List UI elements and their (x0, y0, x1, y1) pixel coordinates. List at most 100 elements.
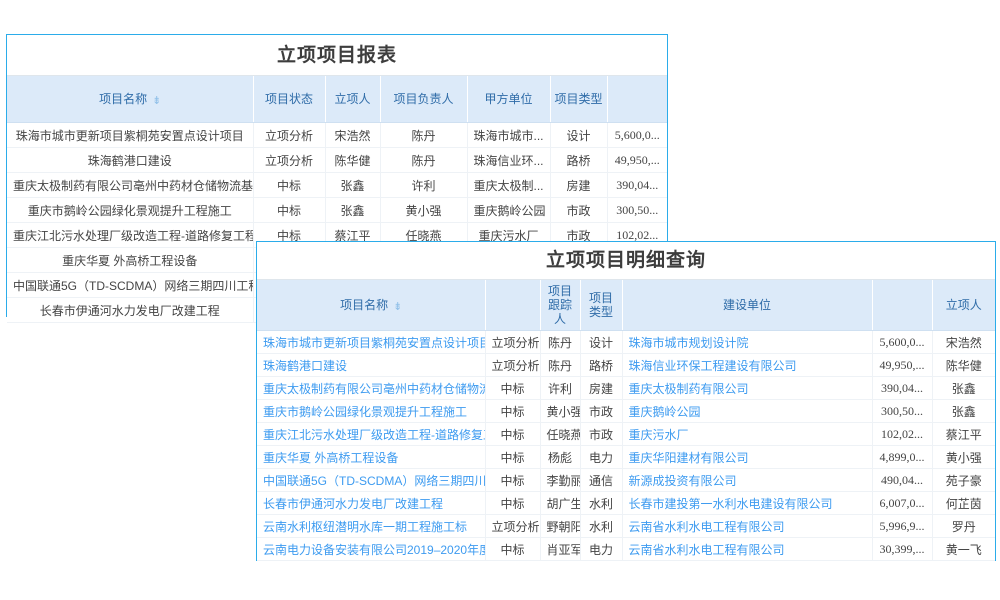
cell-project-type: 电力 (580, 537, 623, 561)
cell-build-unit: 重庆污水厂 (622, 422, 873, 446)
column-header-project-status[interactable] (485, 280, 541, 331)
cell-project-status: 立项分析 (485, 353, 541, 377)
cell-project-manager: 许利 (380, 172, 468, 198)
cell-project-type: 通信 (580, 468, 623, 492)
detail-panel-title: 立项项目明细查询 (257, 242, 995, 280)
cell-proposer: 张鑫 (325, 172, 381, 198)
cell-project-name: 云南水利枢纽潜明水库一期工程施工标 (257, 514, 486, 538)
cell-amount: 490,04... (872, 468, 933, 492)
cell-proposer: 黄一飞 (932, 537, 995, 561)
cell-amount: 5,996,9... (872, 514, 933, 538)
cell-build-unit: 珠海信业环保工程建设有限公司 (622, 353, 873, 377)
cell-project-status: 中标 (485, 376, 541, 400)
table-row[interactable]: 珠海鹤港口建设 立项分析 陈华健 陈丹 珠海信业环... 路桥 49,950,... (7, 147, 667, 173)
detail-table: 项目名称 ⇟ 项目跟踪人 项目类型 建设单位 (257, 280, 995, 561)
column-header-project-manager[interactable]: 项目负责人 (380, 76, 468, 123)
table-row[interactable]: 重庆华夏 外高桥工程设备 中标 杨彪 电力 重庆华阳建材有限公司 4,899,0... 黄小… (257, 445, 995, 469)
cell-project-name: 珠海鹤港口建设 (7, 147, 254, 173)
cell-project-status: 中标 (485, 537, 541, 561)
column-header-build-unit-label: 建设单位 (722, 298, 771, 312)
cell-amount: 5,600,0... (872, 330, 933, 354)
column-header-proposer[interactable]: 立项人 (325, 76, 381, 123)
cell-project-name: 重庆太极制药有限公司亳州中药材仓储物流基地 (257, 376, 486, 400)
table-row[interactable]: 长春市伊通河水力发电厂改建工程 中标 胡广生 水利 长春市建投第一水利水电建设有限公司 6… (257, 491, 995, 515)
column-header-amount[interactable] (607, 76, 667, 123)
cell-project-tracker: 杨彪 (540, 445, 581, 469)
column-header-project-tracker[interactable]: 项目跟踪人 (540, 280, 581, 331)
cell-project-name: 重庆华夏 外高桥工程设备 (257, 445, 486, 469)
cell-amount: 102,02... (872, 422, 933, 446)
cell-amount: 6,007,0... (872, 491, 933, 515)
cell-project-name: 重庆市鹅岭公园绿化景观提升工程施工 (257, 399, 486, 423)
cell-project-status: 中标 (485, 468, 541, 492)
cell-project-name: 重庆太极制药有限公司亳州中药材仓储物流基地 (7, 172, 254, 198)
column-header-project-tracker-label: 项目跟踪人 (547, 284, 572, 326)
table-row[interactable]: 云南水利枢纽潜明水库一期工程施工标 立项分析 野朝阳 水利 云南省水利水电工程有限公司 5… (257, 514, 995, 538)
column-header-build-unit[interactable]: 建设单位 (622, 280, 873, 331)
table-row[interactable]: 珠海市城市更新项目紫桐苑安置点设计项目 立项分析 宋浩然 陈丹 珠海市城市... 设计 5,… (7, 122, 667, 148)
cell-project-name: 云南电力设备安装有限公司2019–2020年度劳务 (257, 537, 486, 561)
column-header-project-name-label: 项目名称 ⇟ (99, 92, 161, 107)
cell-proposer: 陈华健 (932, 353, 995, 377)
table-row[interactable]: 重庆太极制药有限公司亳州中药材仓储物流基地 中标 张鑫 许利 重庆太极制... 房建 390… (7, 172, 667, 198)
cell-project-tracker: 胡广生 (540, 491, 581, 515)
column-header-proposer-label: 立项人 (334, 92, 371, 106)
column-header-client-unit-label: 甲方单位 (484, 92, 533, 106)
cell-project-name: 中国联通5G（TD-SCDMA）网络三期四川工程 (7, 272, 254, 298)
cell-project-type: 市政 (580, 422, 623, 446)
column-header-client-unit[interactable]: 甲方单位 (467, 76, 551, 123)
cell-project-type: 设计 (580, 330, 623, 354)
table-row[interactable]: 重庆市鹅岭公园绿化景观提升工程施工 中标 黄小强 市政 重庆鹅岭公园 300,50... 张… (257, 399, 995, 423)
column-header-project-type[interactable]: 项目类型 (550, 76, 608, 123)
cell-proposer: 张鑫 (932, 376, 995, 400)
column-header-project-type-label: 项目类型 (588, 291, 613, 319)
column-header-proposer-label: 立项人 (945, 298, 982, 312)
cell-build-unit: 重庆鹅岭公园 (622, 399, 873, 423)
table-row[interactable]: 中国联通5G（TD-SCDMA）网络三期四川工程中标李勤丽通信新源成投资有限公司… (257, 468, 995, 492)
cell-project-type: 水利 (580, 514, 623, 538)
cell-project-tracker: 黄小强 (540, 399, 581, 423)
cell-project-tracker: 陈丹 (540, 353, 581, 377)
sort-filter-icon[interactable]: ⇟ (393, 301, 402, 313)
sort-filter-icon[interactable]: ⇟ (152, 95, 161, 107)
column-header-proposer[interactable]: 立项人 (932, 280, 995, 331)
cell-client-unit: 重庆太极制... (467, 172, 551, 198)
cell-build-unit: 长春市建投第一水利水电建设有限公司 (622, 491, 873, 515)
cell-project-name: 重庆江北污水处理厂级改造工程-道路修复工程 (7, 222, 254, 248)
cell-project-name: 长春市伊通河水力发电厂改建工程 (257, 491, 486, 515)
table-row[interactable]: 重庆江北污水处理厂级改造工程-道路修复工程 中标 蔡江平 任晓燕 重庆污水厂 市政 102,… (7, 222, 667, 248)
cell-project-type: 房建 (580, 376, 623, 400)
column-header-amount[interactable] (872, 280, 933, 331)
table-row[interactable]: 重庆江北污水处理厂级改造工程-道路修复工程 中标 任晓燕 市政 重庆污水厂 102,02.… (257, 422, 995, 446)
cell-project-status: 中标 (485, 399, 541, 423)
cell-proposer: 张鑫 (325, 197, 381, 223)
column-header-project-name[interactable]: 项目名称 ⇟ (257, 280, 486, 331)
column-header-project-name-label: 项目名称 ⇟ (340, 298, 402, 313)
table-row[interactable]: 重庆太极制药有限公司亳州中药材仓储物流基地中标许利房建重庆太极制药有限公司390… (257, 376, 995, 400)
table-row[interactable]: 云南电力设备安装有限公司2019–2020年度劳务中标肖亚军电力云南省水利水电工… (257, 537, 995, 561)
cell-proposer: 张鑫 (932, 399, 995, 423)
column-header-project-name[interactable]: 项目名称 ⇟ (7, 76, 254, 123)
column-header-project-manager-label: 项目负责人 (393, 92, 454, 106)
table-row[interactable]: 珠海鹤港口建设 立项分析 陈丹 路桥 珠海信业环保工程建设有限公司 49,950,... 陈… (257, 353, 995, 377)
cell-project-type: 电力 (580, 445, 623, 469)
column-header-project-status[interactable]: 项目状态 (253, 76, 326, 123)
cell-project-type: 路桥 (550, 147, 608, 173)
cell-project-tracker: 任晓燕 (540, 422, 581, 446)
detail-table-header-row: 项目名称 ⇟ 项目跟踪人 项目类型 建设单位 (257, 280, 995, 331)
cell-amount: 4,899,0... (872, 445, 933, 469)
column-header-project-type-label: 项目类型 (554, 92, 603, 106)
cell-build-unit: 云南省水利水电工程有限公司 (622, 514, 873, 538)
cell-client-unit: 重庆鹅岭公园 (467, 197, 551, 223)
cell-project-tracker: 许利 (540, 376, 581, 400)
cell-project-tracker: 肖亚军 (540, 537, 581, 561)
column-header-project-status-label: 项目状态 (264, 92, 313, 106)
cell-project-type: 水利 (580, 491, 623, 515)
table-row[interactable]: 珠海市城市更新项目紫桐苑安置点设计项目 立项分析 陈丹 设计 珠海市城市规划设计院 5,6… (257, 330, 995, 354)
cell-project-status: 中标 (485, 491, 541, 515)
table-row[interactable]: 重庆市鹅岭公园绿化景观提升工程施工 中标 张鑫 黄小强 重庆鹅岭公园 市政 300,50..… (7, 197, 667, 223)
cell-project-tracker: 野朝阳 (540, 514, 581, 538)
cell-project-name: 珠海鹤港口建设 (257, 353, 486, 377)
column-header-project-type[interactable]: 项目类型 (580, 280, 623, 331)
cell-project-status: 立项分析 (253, 147, 326, 173)
